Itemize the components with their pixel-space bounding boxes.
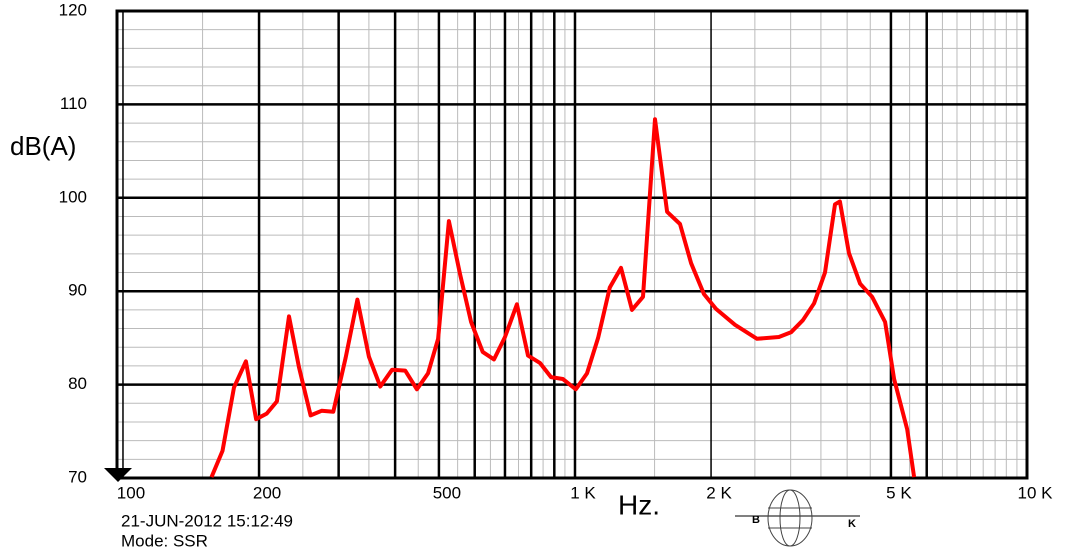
mode-text: Mode: SSR <box>121 531 208 550</box>
x-tick-label: 5 K <box>886 483 912 502</box>
y-tick-label: 80 <box>68 374 87 393</box>
y-tick-label: 120 <box>59 0 87 19</box>
plot-frame <box>115 9 1029 480</box>
x-axis-label: Hz. <box>618 489 660 520</box>
y-axis-label: dB(A) <box>10 131 76 161</box>
logo-globe <box>779 489 801 547</box>
logo-text: K <box>848 518 856 530</box>
data-line <box>209 117 917 478</box>
logo-globe <box>767 489 813 547</box>
x-tick-label: 10 K <box>1018 483 1054 502</box>
x-tick-label: 500 <box>433 483 461 502</box>
y-tick-label: 110 <box>60 94 87 113</box>
y-tick-label: 100 <box>59 187 87 206</box>
y-tick-label: 90 <box>68 281 87 300</box>
grid <box>117 9 1028 480</box>
x-tick-label: 2 K <box>706 483 732 502</box>
axis-arrow <box>104 468 132 482</box>
logo-text: B <box>752 514 760 526</box>
y-tick-label: 70 <box>68 467 87 486</box>
x-tick-label: 100 <box>117 483 145 502</box>
x-tick-label: 200 <box>253 483 281 502</box>
x-tick-label: 1 K <box>570 483 596 502</box>
logo: B K <box>735 489 860 547</box>
date-text: 21-JUN-2012 15:12:49 <box>121 511 293 530</box>
